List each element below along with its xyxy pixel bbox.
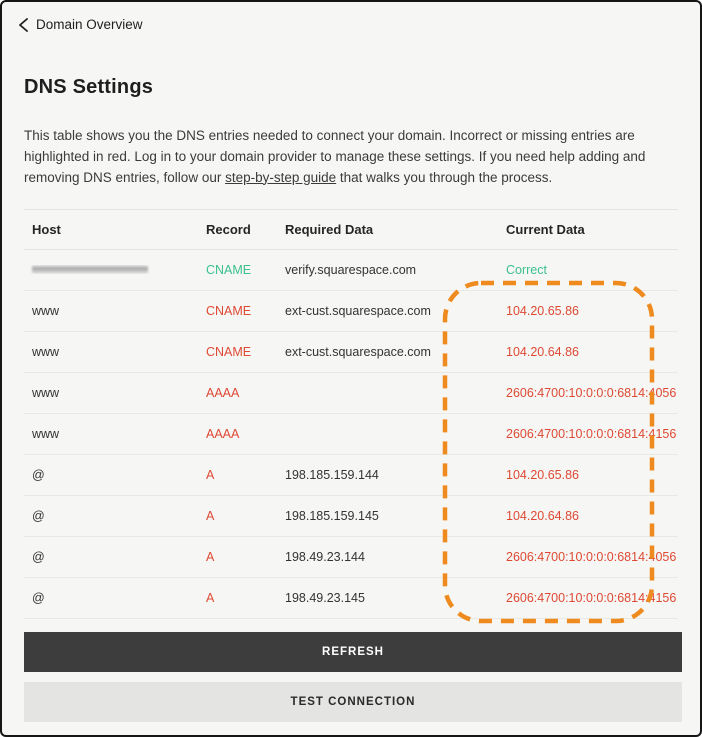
- redacted-host-blur: [32, 265, 148, 274]
- table-row: www AAAA 2606:4700:10:0:0:0:6814:4156: [24, 414, 678, 455]
- host-cell: @: [32, 467, 45, 482]
- host-cell: www: [32, 344, 60, 359]
- record-cell: A: [206, 549, 215, 564]
- table-row: www AAAA 2606:4700:10:0:0:0:6814:4056: [24, 373, 678, 414]
- required-data-cell: 198.49.23.145: [285, 590, 365, 605]
- record-cell: A: [206, 467, 215, 482]
- table-row: @ A 198.185.159.145 104.20.64.86: [24, 496, 678, 537]
- table-row: @ A 198.49.23.145 2606:4700:10:0:0:0:681…: [24, 578, 678, 619]
- table-row: www CNAME ext-cust.squarespace.com 104.2…: [24, 291, 678, 332]
- test-connection-button[interactable]: TEST CONNECTION: [24, 681, 682, 722]
- host-cell: @: [32, 590, 45, 605]
- current-data-cell: 2606:4700:10:0:0:0:6814:4056: [506, 385, 677, 400]
- current-data-cell: 104.20.65.86: [506, 303, 579, 318]
- description-part2: that walks you through the process.: [336, 169, 553, 185]
- required-data-cell: verify.squarespace.com: [285, 262, 417, 277]
- record-cell: AAAA: [206, 426, 240, 441]
- current-data-cell: Correct: [506, 262, 547, 277]
- current-data-cell: 2606:4700:10:0:0:0:6814:4156: [506, 590, 677, 605]
- table-row: CNAME verify.squarespace.com Correct: [24, 250, 678, 291]
- record-cell: AAAA: [206, 385, 240, 400]
- header-host: Host: [32, 221, 61, 237]
- current-data-cell: 104.20.65.86: [506, 467, 579, 482]
- topbar: Domain Overview: [2, 2, 700, 37]
- host-cell: www: [32, 426, 60, 441]
- current-data-cell: 104.20.64.86: [506, 344, 579, 359]
- record-cell: CNAME: [206, 344, 252, 359]
- current-data-cell: 2606:4700:10:0:0:0:6814:4056: [506, 549, 677, 564]
- host-cell: [24, 265, 206, 274]
- host-cell: @: [32, 549, 45, 564]
- host-cell: @: [32, 508, 45, 523]
- host-cell: www: [32, 303, 60, 318]
- refresh-button[interactable]: REFRESH: [24, 631, 682, 672]
- back-button[interactable]: Domain Overview: [18, 17, 143, 32]
- required-data-cell: ext-cust.squarespace.com: [285, 344, 431, 359]
- required-data-cell: ext-cust.squarespace.com: [285, 303, 431, 318]
- host-cell: www: [32, 385, 60, 400]
- record-cell: CNAME: [206, 303, 252, 318]
- header-record: Record: [206, 221, 251, 237]
- required-data-cell: 198.49.23.144: [285, 549, 365, 564]
- record-cell: CNAME: [206, 262, 252, 277]
- table-header-row: Host Record Required Data Current Data: [24, 210, 678, 250]
- step-by-step-guide-link[interactable]: step-by-step guide: [225, 169, 337, 185]
- required-data-cell: 198.185.159.144: [285, 467, 379, 482]
- current-data-cell: 2606:4700:10:0:0:0:6814:4156: [506, 426, 677, 441]
- dns-table: Host Record Required Data Current Data C…: [24, 208, 678, 619]
- back-button-label: Domain Overview: [36, 17, 143, 32]
- description-part1: This table shows you the DNS entries nee…: [24, 127, 646, 185]
- page-title: DNS Settings: [24, 75, 154, 98]
- table-row: @ A 198.49.23.144 2606:4700:10:0:0:0:681…: [24, 537, 678, 578]
- record-cell: A: [206, 590, 215, 605]
- table-row: @ A 198.185.159.144 104.20.65.86: [24, 455, 678, 496]
- record-cell: A: [206, 508, 215, 523]
- description-text: This table shows you the DNS entries nee…: [24, 125, 678, 188]
- header-current-data: Current Data: [506, 221, 585, 237]
- header-required-data: Required Data: [285, 221, 374, 237]
- required-data-cell: 198.185.159.145: [285, 508, 379, 523]
- table-row: www CNAME ext-cust.squarespace.com 104.2…: [24, 332, 678, 373]
- current-data-cell: 104.20.64.86: [506, 508, 579, 523]
- chevron-left-icon: [19, 17, 28, 32]
